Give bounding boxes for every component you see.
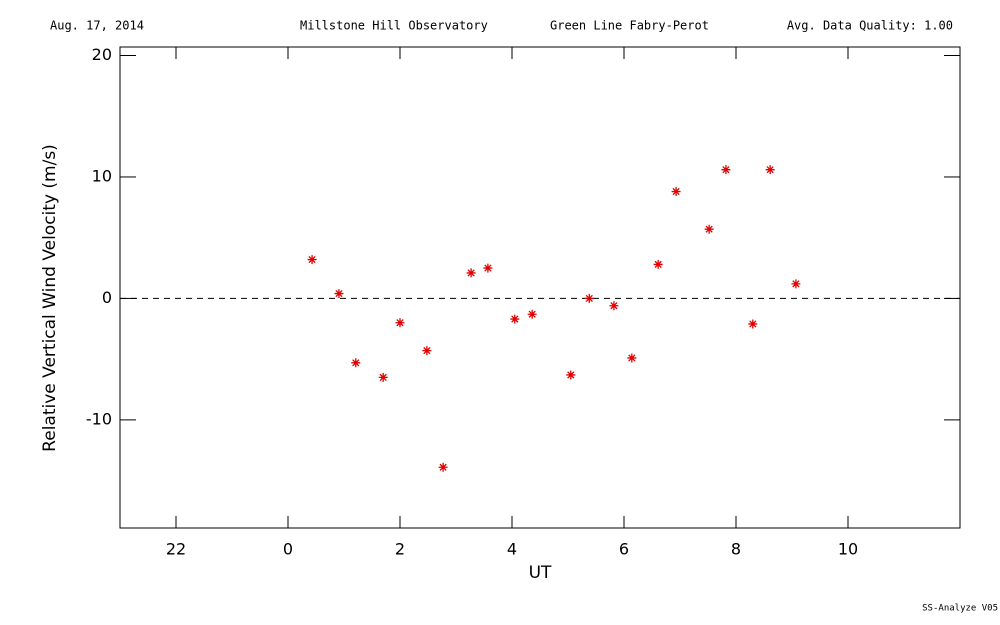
- data-point: [438, 462, 448, 472]
- header-instrument: Green Line Fabry-Perot: [550, 19, 709, 33]
- header-date: Aug. 17, 2014: [50, 19, 144, 33]
- plot-frame: [119, 46, 961, 529]
- data-point: [527, 309, 537, 319]
- x-tick-label: 0: [283, 540, 293, 559]
- y-tick-label: 10: [92, 166, 112, 185]
- data-point: [704, 224, 714, 234]
- data-point: [483, 263, 493, 273]
- x-axis-label: UT: [529, 563, 552, 583]
- data-point: [422, 346, 432, 356]
- x-tick-label: 8: [731, 540, 741, 559]
- x-tick-label: 10: [838, 540, 858, 559]
- data-point: [748, 319, 758, 329]
- data-point: [653, 259, 663, 269]
- data-point: [395, 318, 405, 328]
- x-tick-label: 4: [507, 540, 517, 559]
- y-tick-label: -10: [86, 409, 112, 428]
- data-point: [721, 165, 731, 175]
- data-point: [334, 289, 344, 299]
- data-point: [791, 279, 801, 289]
- data-point: [566, 370, 576, 380]
- data-point: [378, 372, 388, 382]
- x-tick-label: 6: [619, 540, 629, 559]
- y-tick-label: 0: [102, 288, 112, 307]
- footer: SS-Analyze V05: [922, 604, 998, 614]
- data-point: [307, 255, 317, 265]
- data-point: [466, 268, 476, 278]
- data-point: [765, 165, 775, 175]
- y-axis-label: Relative Vertical Wind Velocity (m/s): [40, 144, 60, 452]
- data-point: [584, 293, 594, 303]
- data-point: [351, 358, 361, 368]
- x-tick-label: 22: [166, 540, 186, 559]
- header-quality: Avg. Data Quality: 1.00: [787, 19, 953, 33]
- data-point: [671, 187, 681, 197]
- data-point: [510, 314, 520, 324]
- data-point: [609, 301, 619, 311]
- x-tick-label: 2: [395, 540, 405, 559]
- header-site: Millstone Hill Observatory: [300, 19, 488, 33]
- data-point: [627, 353, 637, 363]
- y-tick-label: 20: [92, 45, 112, 64]
